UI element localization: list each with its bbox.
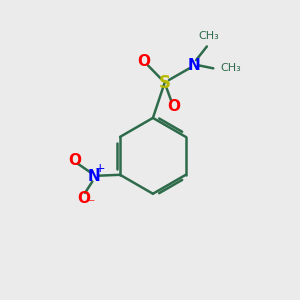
Text: O: O — [138, 53, 151, 68]
Text: O: O — [68, 153, 81, 168]
Text: O: O — [167, 99, 180, 114]
Text: CH₃: CH₃ — [220, 63, 241, 73]
Text: +: + — [95, 163, 106, 176]
Text: O: O — [77, 190, 90, 206]
Text: ⁻: ⁻ — [87, 197, 94, 211]
Text: S: S — [159, 74, 171, 92]
Text: N: N — [188, 58, 200, 73]
Text: CH₃: CH₃ — [198, 31, 219, 41]
Text: N: N — [88, 169, 100, 184]
